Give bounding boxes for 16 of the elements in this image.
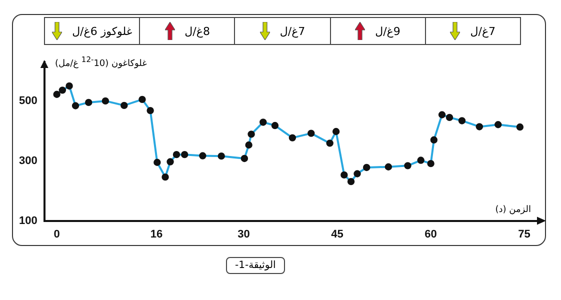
- y-tick-label: 300: [18, 154, 38, 167]
- x-tick-label: 75: [518, 228, 530, 240]
- x-tick-label: 0: [54, 228, 60, 240]
- text: 7غ/ل: [280, 24, 306, 38]
- x-axis-title: الزمن (د): [495, 205, 531, 215]
- text: 9غ/ل: [375, 24, 400, 38]
- x-tick-label: 60: [424, 228, 437, 240]
- y-tick-label: 100: [18, 214, 38, 227]
- x-tick-label: 30: [238, 228, 250, 240]
- y-tick-label: 500: [18, 94, 38, 107]
- text: غلوكوز 6غ/ل: [72, 24, 132, 38]
- text: الوثيقة-1-: [226, 257, 285, 274]
- x-tick-label: 16: [150, 228, 163, 240]
- text: 8غ/ل: [184, 24, 210, 38]
- text: 7غ/ل: [470, 24, 496, 38]
- x-tick-label: 45: [331, 228, 344, 240]
